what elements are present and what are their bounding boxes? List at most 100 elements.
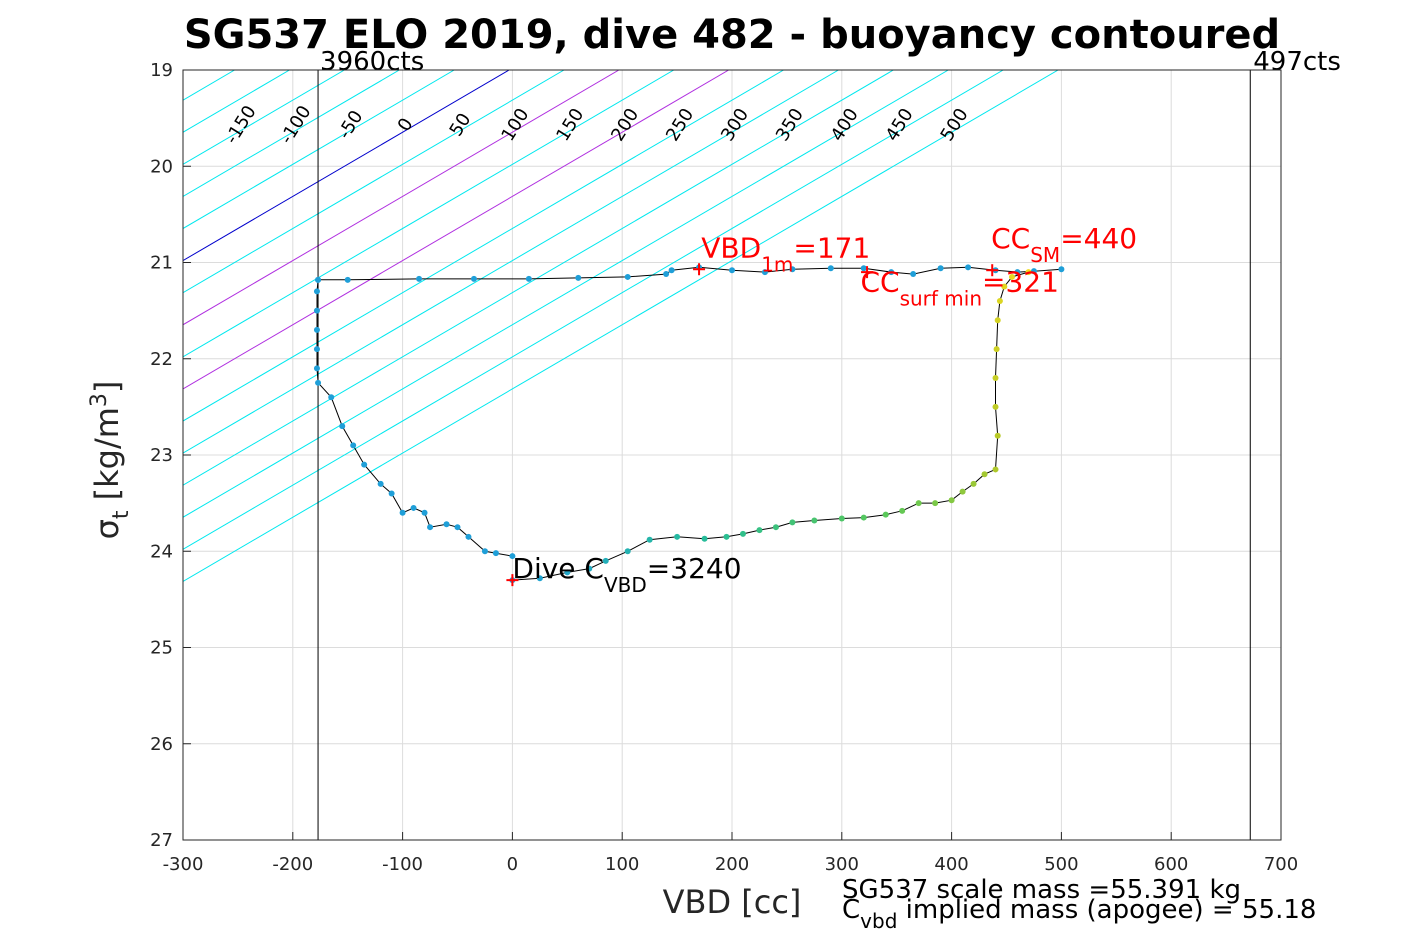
svg-text:σt [kg/m3]: σt [kg/m3]: [87, 381, 134, 540]
track-point: [811, 517, 818, 524]
footnote-scale-mass: SG537 scale mass =55.391 kg: [842, 875, 1241, 905]
x-tick-label: 700: [1264, 854, 1298, 875]
track-point: [1014, 269, 1021, 276]
track-point: [361, 461, 368, 468]
track-point: [399, 509, 406, 516]
x-tick-label: -300: [163, 854, 204, 875]
track-point: [315, 276, 322, 283]
track-point: [739, 530, 746, 537]
track-point: [313, 346, 320, 353]
footnote-sub: vbd: [860, 909, 897, 933]
track-point: [899, 507, 906, 514]
buoyancy-contour-line: [183, 70, 839, 454]
annotation-part: VBD: [604, 573, 647, 597]
buoyancy-contour-line: [183, 70, 949, 518]
buoyancy-contour-line: [183, 70, 620, 326]
x-tick-label: 100: [605, 854, 639, 875]
track-point: [882, 511, 889, 518]
track-point: [536, 575, 543, 582]
y-label-unit-sup: 3: [87, 393, 112, 407]
track-point: [668, 267, 675, 274]
footnote-rest: implied mass (apogee) = 55.18: [897, 895, 1316, 925]
y-tick-label: 26: [150, 734, 173, 755]
track-point: [701, 535, 708, 542]
y-tick-label: 27: [150, 830, 173, 851]
footnote-implied-mass: Cvbd implied mass (apogee) = 55.18: [842, 895, 1316, 933]
track-point: [492, 550, 499, 557]
track-point: [992, 466, 999, 473]
track-point: [509, 553, 516, 560]
track-point: [761, 269, 768, 276]
track-point: [313, 365, 320, 372]
track-point: [377, 480, 384, 487]
annotation-part: =3240: [647, 552, 742, 585]
track-point: [959, 488, 966, 495]
track-point: [416, 275, 423, 282]
track-point: [992, 403, 999, 410]
y-label-sigma: σ: [88, 519, 126, 539]
track-point: [994, 317, 1001, 324]
track-point: [421, 509, 428, 516]
track-point: [427, 524, 434, 531]
track-point: [789, 519, 796, 526]
counts-lines: 3960cts 497cts: [317, 47, 1341, 840]
track-point: [443, 521, 450, 528]
track-point: [674, 533, 681, 540]
x-tick-label: 400: [934, 854, 968, 875]
track-point: [470, 275, 477, 282]
x-tick-label: 0: [507, 854, 518, 875]
track-point: [838, 515, 845, 522]
track-point: [789, 266, 796, 273]
track-point: [827, 265, 834, 272]
track-point: [888, 269, 895, 276]
buoyancy-contour-line: [183, 70, 675, 358]
annotation-part: SM: [1030, 243, 1060, 267]
y-tick-label: 19: [150, 60, 173, 81]
track-point: [575, 274, 582, 281]
track-point: [313, 326, 320, 333]
track-point: [981, 471, 988, 478]
y-tick-label: 25: [150, 638, 173, 659]
track-point: [388, 490, 395, 497]
track-point: [910, 271, 917, 278]
x-axis-label: VBD [cc]: [663, 883, 802, 921]
track-point: [994, 432, 1001, 439]
x-tick-label: -200: [272, 854, 313, 875]
annotation-part: 1m: [761, 253, 793, 277]
counts-label: 497cts: [1253, 47, 1341, 77]
track-point: [937, 265, 944, 272]
track-point: [454, 524, 461, 531]
x-tick-label: 600: [1154, 854, 1188, 875]
y-label-sub: t: [109, 510, 134, 519]
annotation-part: surf min: [900, 286, 982, 310]
markers: [506, 263, 999, 587]
track-point: [564, 569, 571, 576]
buoyancy-contour-line: [183, 70, 565, 294]
track-point: [993, 346, 1000, 353]
y-tick-label: 20: [150, 156, 173, 177]
annotation: Dive CVBD=3240: [512, 552, 741, 597]
buoyancy-contour-line: [183, 70, 894, 486]
y-tick-label: 21: [150, 253, 173, 274]
chart-title: SG537 ELO 2019, dive 482 - buoyancy cont…: [184, 12, 1280, 58]
annotation-part: CC: [991, 222, 1030, 255]
track-point: [328, 394, 335, 401]
annotation: CCSM=440: [991, 222, 1137, 267]
track-point: [932, 500, 939, 507]
buoyancy-contour-line: [183, 70, 1004, 550]
annotation-part: =321: [982, 265, 1059, 298]
annotation: VBD1m=171: [701, 232, 870, 277]
track-point: [410, 504, 417, 511]
track-point: [586, 565, 593, 572]
annotation-part: Dive C: [512, 552, 604, 585]
annotation-part: VBD: [701, 232, 761, 265]
track-point: [602, 557, 609, 564]
track-point: [624, 548, 631, 555]
footnote-c: C: [842, 895, 860, 925]
track-point: [965, 264, 972, 271]
track-point: [1025, 269, 1032, 276]
x-tick-label: 200: [715, 854, 749, 875]
track-point: [481, 548, 488, 555]
track-point: [756, 527, 763, 534]
